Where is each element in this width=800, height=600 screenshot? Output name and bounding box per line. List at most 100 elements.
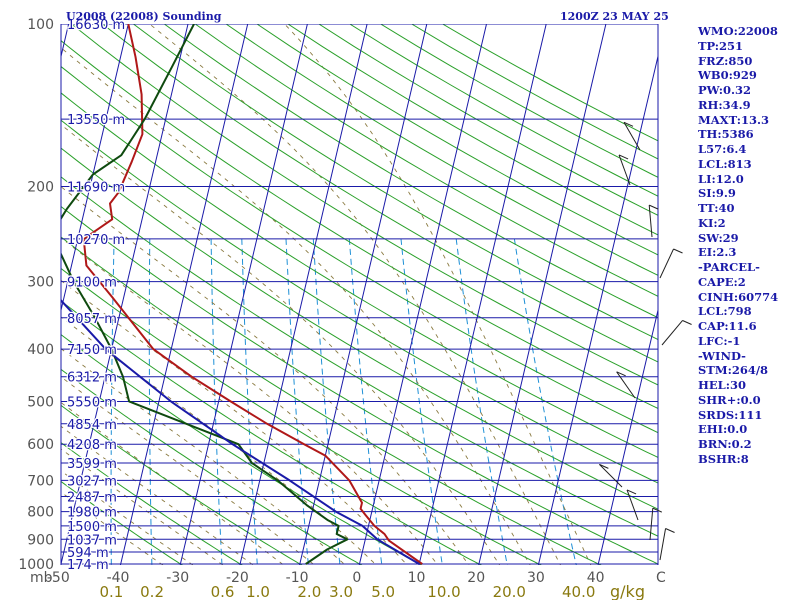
dry-adiabat-line (71, 24, 658, 386)
height-label: 10270 m (67, 233, 125, 248)
dry-adiabats (61, 24, 658, 565)
sounding-index-item: WMO:22008 (698, 24, 778, 38)
temperature-tick-label: -10 (286, 570, 309, 586)
dry-adiabat-line (61, 333, 423, 565)
dry-adiabat-line (194, 24, 658, 297)
sounding-index-item: -PARCEL- (698, 260, 760, 274)
sounding-index-item: CAP:11.6 (698, 319, 757, 333)
temperature-tick-label: -30 (166, 570, 189, 586)
pressure-tick-label: 400 (27, 342, 54, 358)
dry-adiabat-line (61, 300, 482, 565)
pressure-tick-label: 900 (27, 532, 54, 548)
moist-adiabat-line (61, 279, 408, 565)
wind-barb-shaft (616, 371, 636, 399)
moist-adiabat-line (61, 470, 194, 565)
mixing-ratio-line (241, 238, 258, 565)
dry-adiabat-line (61, 92, 658, 458)
mixing-ratio-line (513, 238, 577, 565)
wind-barb-shaft (661, 320, 683, 346)
mixing-ratio-tick-label: 1.0 (246, 583, 270, 600)
isotherms (0, 24, 658, 575)
dry-adiabat-line (225, 24, 658, 276)
sounding-index-item: MAXT:13.3 (698, 112, 769, 127)
wind-barb-flag (665, 528, 675, 533)
sounding-index-item: LI:12.0 (698, 171, 744, 186)
wind-barb-shaft (649, 508, 654, 541)
sounding-index-item: KI:2 (698, 215, 726, 230)
height-label: 9100 m (67, 276, 117, 291)
sounding-index-item: LFC:-1 (698, 333, 741, 348)
moist-adiabat-line (61, 316, 377, 565)
dry-adiabat-line (61, 236, 602, 565)
dry-adiabat-line (61, 442, 243, 565)
temperature-tick-label: 10 (408, 570, 426, 586)
dry-adiabat-line (61, 65, 658, 434)
mixing-ratio-tick-label: 10.0 (427, 583, 460, 600)
dry-adiabat-line (61, 176, 658, 537)
mixing-ratio-tick-label: 40.0 (562, 583, 595, 600)
sounding-index-item: CAPE:2 (698, 274, 746, 289)
pressure-tick-label: 500 (27, 394, 54, 410)
sounding-index-item: STM:264/8 (698, 363, 769, 378)
sounding-index-item: L57:6.4 (698, 142, 747, 156)
isotherm-line (61, 24, 189, 565)
wind-barb-flag (618, 154, 629, 160)
valid-time: 1200Z 23 MAY 25 (560, 10, 669, 23)
isotherm-line (0, 24, 9, 575)
dry-adiabat-line (61, 119, 658, 484)
height-label: 174 m (67, 558, 109, 573)
sounding-index-item: SRDS:111 (698, 407, 763, 422)
isotherm-line (597, 307, 658, 565)
isotherm-line (537, 54, 658, 565)
mixing-ratio-tick-labels: 0.1 0.2 0.6 1.0 2.0 3.0 5.0 10.0 20.0 40.0 (99, 583, 595, 600)
dry-adiabat-line (164, 24, 658, 319)
sounding-index-item: PW:0.32 (698, 83, 752, 97)
sounding-index-item: TH:5386 (698, 127, 754, 142)
dewpoint-trace (61, 24, 349, 565)
moist-adiabat-line (61, 348, 346, 565)
height-label: 2487 m (67, 491, 117, 506)
isotherm-line (358, 24, 487, 565)
sounding-index-item: WB0:929 (698, 68, 757, 83)
temperature-tick-label: 30 (527, 570, 545, 586)
sounding-index-item: EI:2.3 (698, 245, 737, 260)
mixing-ratio-line (285, 238, 309, 565)
mixing-ratio-line (348, 238, 383, 565)
height-label: 1980 m (67, 506, 117, 521)
wind-barbs (599, 121, 692, 561)
mixing-ratio-tick-label: 2.0 (297, 583, 321, 600)
moist-adiabat-line (61, 491, 164, 565)
temperature-tick-label: -50 (47, 570, 70, 586)
sounding-index-item: CINH:60774 (698, 289, 779, 304)
isotherm-line (61, 24, 129, 313)
sounding-index-item: RH:34.9 (698, 97, 751, 112)
temperature-tick-label: -40 (107, 570, 130, 586)
sounding-index-item: BRN:0.2 (698, 437, 752, 451)
height-label: 3599 m (67, 457, 117, 472)
dry-adiabat-line (61, 205, 658, 565)
wind-barb-flag (623, 121, 634, 127)
wind-barb-flag (649, 204, 659, 210)
moist-adiabat-line (61, 124, 501, 565)
pressure-tick-label: 200 (27, 180, 54, 196)
mixing-ratio-tick-label: 0.6 (211, 583, 235, 600)
isotherm-line (478, 24, 607, 565)
sounding-index-item: SHR+:0.0 (698, 392, 761, 407)
mixing-ratio-tick-label: 0.2 (140, 583, 164, 600)
wind-barb-shaft (626, 489, 639, 521)
mixing-ratio-tick-label: 0.1 (99, 583, 123, 600)
wind-barb-flag (626, 489, 637, 495)
parcel-trace (61, 298, 420, 565)
isotherm-line (119, 24, 249, 565)
height-label: 16630 m (67, 18, 125, 33)
pressure-tick-label: 700 (27, 473, 54, 489)
sounding-index-item: LCL:813 (698, 156, 752, 171)
mixing-ratio-tick-label: 20.0 (493, 583, 526, 600)
height-label: 8057 m (67, 312, 117, 327)
isobars (61, 24, 658, 565)
height-labels: 16630 m 13550 m 11690 m 10270 m 9100 m 8057 m… (66, 17, 127, 575)
isotherm-line (179, 24, 308, 565)
dry-adiabat-line (61, 267, 542, 565)
pressure-tick-label: 800 (27, 505, 54, 521)
sounding-index-item: SI:9.9 (698, 186, 736, 201)
